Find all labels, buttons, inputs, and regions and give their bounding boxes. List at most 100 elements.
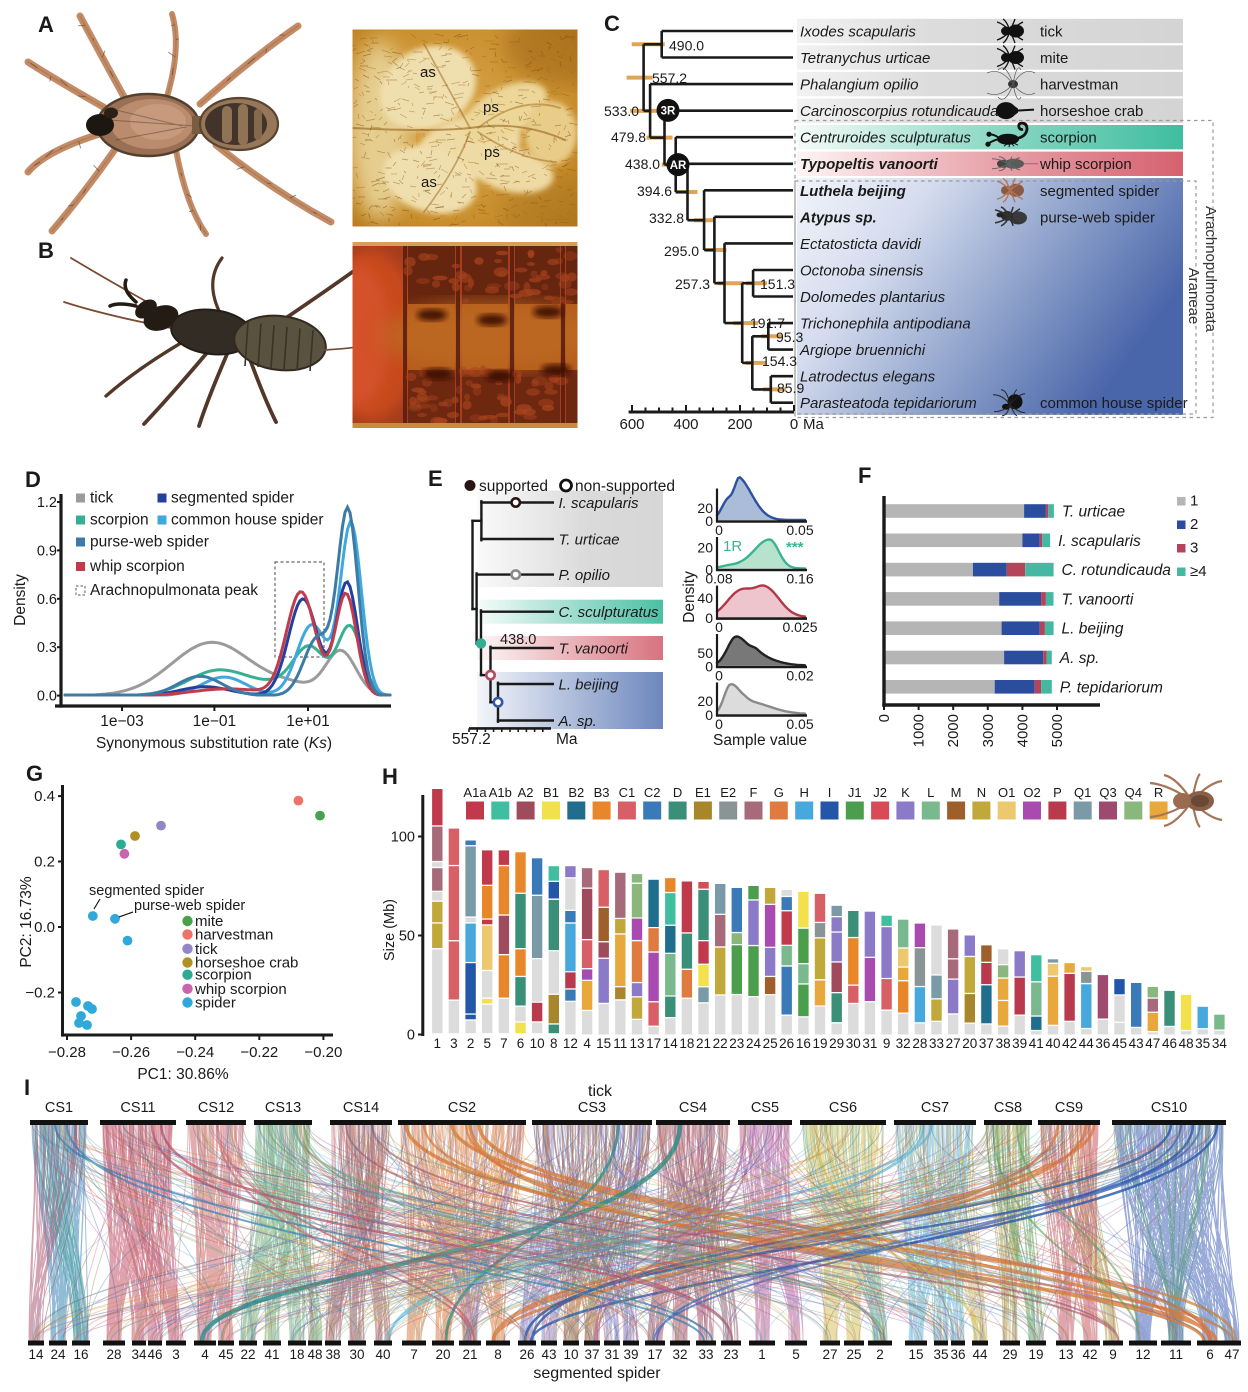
svg-text:L. beijing: L. beijing — [559, 677, 620, 694]
svg-text:1e−01: 1e−01 — [193, 713, 237, 730]
svg-text:−0.26: −0.26 — [112, 1044, 150, 1061]
svg-text:3: 3 — [450, 1036, 458, 1051]
svg-text:0.4: 0.4 — [34, 788, 55, 805]
svg-text:B2: B2 — [568, 785, 584, 800]
svg-text:10: 10 — [563, 1347, 578, 1362]
svg-text:tick: tick — [588, 1083, 613, 1100]
svg-text:C2: C2 — [644, 785, 661, 800]
svg-text:R: R — [1154, 785, 1163, 800]
svg-text:34: 34 — [1212, 1036, 1228, 1051]
svg-text:31: 31 — [862, 1036, 877, 1051]
svg-text:0: 0 — [715, 619, 723, 635]
svg-text:479.8: 479.8 — [611, 129, 646, 145]
svg-text:segmented spider: segmented spider — [89, 883, 204, 899]
svg-text:7: 7 — [410, 1347, 418, 1362]
svg-text:≥4: ≥4 — [1190, 563, 1207, 580]
svg-text:E: E — [428, 466, 443, 491]
svg-text:3R: 3R — [661, 106, 676, 118]
svg-text:490.0: 490.0 — [669, 38, 704, 54]
svg-text:C: C — [604, 11, 620, 36]
svg-text:438.0: 438.0 — [500, 632, 536, 648]
svg-text:37: 37 — [979, 1036, 994, 1051]
svg-text:2: 2 — [1190, 516, 1198, 533]
svg-text:scorpion: scorpion — [90, 512, 149, 529]
svg-text:50: 50 — [697, 645, 713, 661]
svg-text:42: 42 — [1082, 1347, 1097, 1362]
svg-text:Tetranychus urticae: Tetranychus urticae — [800, 50, 930, 67]
svg-text:Dolomedes plantarius: Dolomedes plantarius — [800, 289, 946, 306]
svg-text:C1: C1 — [619, 785, 636, 800]
svg-text:600: 600 — [619, 416, 644, 433]
svg-text:48: 48 — [1179, 1036, 1194, 1051]
svg-text:20: 20 — [962, 1036, 977, 1051]
svg-text:12: 12 — [1135, 1347, 1150, 1362]
svg-text:0.6: 0.6 — [37, 592, 57, 608]
svg-text:39: 39 — [1012, 1036, 1027, 1051]
svg-text:CS9: CS9 — [1055, 1100, 1083, 1116]
svg-text:8: 8 — [550, 1036, 558, 1051]
svg-text:E2: E2 — [720, 785, 736, 800]
svg-text:394.6: 394.6 — [637, 183, 672, 199]
svg-text:2: 2 — [467, 1036, 475, 1051]
svg-text:purse-web spider: purse-web spider — [90, 534, 209, 551]
svg-text:39: 39 — [623, 1347, 638, 1362]
svg-text:Ma: Ma — [556, 731, 578, 748]
svg-text:41: 41 — [1029, 1036, 1044, 1051]
svg-text:I. scapularis: I. scapularis — [1058, 533, 1141, 550]
svg-text:0.9: 0.9 — [37, 543, 57, 559]
svg-text:17: 17 — [646, 1036, 661, 1051]
svg-text:CS1: CS1 — [45, 1100, 73, 1116]
svg-text:4: 4 — [201, 1347, 209, 1362]
svg-text:purse-web spider: purse-web spider — [1040, 209, 1155, 226]
svg-text:200: 200 — [727, 416, 752, 433]
svg-text:9: 9 — [883, 1036, 891, 1051]
svg-text:36: 36 — [1095, 1036, 1110, 1051]
svg-text:44: 44 — [972, 1347, 988, 1362]
svg-text:CS3: CS3 — [578, 1100, 606, 1116]
svg-text:3000: 3000 — [980, 714, 997, 747]
svg-text:25: 25 — [763, 1036, 778, 1051]
svg-text:42: 42 — [1062, 1036, 1077, 1051]
svg-text:11: 11 — [1169, 1347, 1183, 1362]
svg-text:tick: tick — [1040, 24, 1063, 41]
svg-text:K: K — [901, 785, 910, 800]
svg-text:400: 400 — [673, 416, 698, 433]
svg-text:557.2: 557.2 — [652, 70, 687, 86]
svg-text:L. beijing: L. beijing — [1062, 621, 1124, 638]
svg-text:2000: 2000 — [945, 714, 962, 747]
svg-text:47: 47 — [1224, 1347, 1239, 1362]
svg-text:Typopeltis vanoorti: Typopeltis vanoorti — [800, 156, 939, 173]
svg-text:33: 33 — [929, 1036, 944, 1051]
svg-text:Phalangium opilio: Phalangium opilio — [800, 77, 918, 94]
svg-text:1e−03: 1e−03 — [100, 713, 144, 730]
svg-text:21: 21 — [696, 1036, 711, 1051]
svg-text:26: 26 — [519, 1347, 534, 1362]
svg-text:1: 1 — [434, 1036, 442, 1051]
svg-text:19: 19 — [812, 1036, 827, 1051]
svg-text:191.7: 191.7 — [750, 315, 785, 331]
svg-text:151.3: 151.3 — [760, 276, 795, 292]
svg-text:C. rotundicauda: C. rotundicauda — [1062, 562, 1172, 579]
svg-text:29: 29 — [829, 1036, 844, 1051]
svg-text:C. sculpturatus: C. sculpturatus — [559, 604, 660, 621]
svg-text:0.2: 0.2 — [34, 854, 55, 871]
svg-text:35: 35 — [933, 1347, 948, 1362]
svg-text:16: 16 — [796, 1036, 811, 1051]
svg-text:segmented spider: segmented spider — [171, 490, 294, 507]
svg-text:−0.24: −0.24 — [176, 1044, 214, 1061]
svg-text:non-supported: non-supported — [575, 478, 675, 495]
svg-text:F: F — [750, 785, 758, 800]
svg-text:32: 32 — [672, 1347, 687, 1362]
svg-text:ps: ps — [483, 99, 499, 116]
svg-text:0.025: 0.025 — [782, 619, 817, 635]
svg-text:27: 27 — [822, 1347, 837, 1362]
svg-text:20: 20 — [697, 500, 713, 516]
svg-text:3: 3 — [172, 1347, 180, 1362]
svg-text:6: 6 — [517, 1036, 525, 1051]
svg-text:whip scorpion: whip scorpion — [194, 981, 287, 998]
svg-text:20: 20 — [435, 1347, 450, 1362]
svg-text:A1a: A1a — [463, 785, 487, 800]
svg-text:PC2: 16.73%: PC2: 16.73% — [18, 876, 35, 968]
svg-text:30: 30 — [846, 1036, 861, 1051]
svg-text:purse-web spider: purse-web spider — [134, 898, 245, 914]
